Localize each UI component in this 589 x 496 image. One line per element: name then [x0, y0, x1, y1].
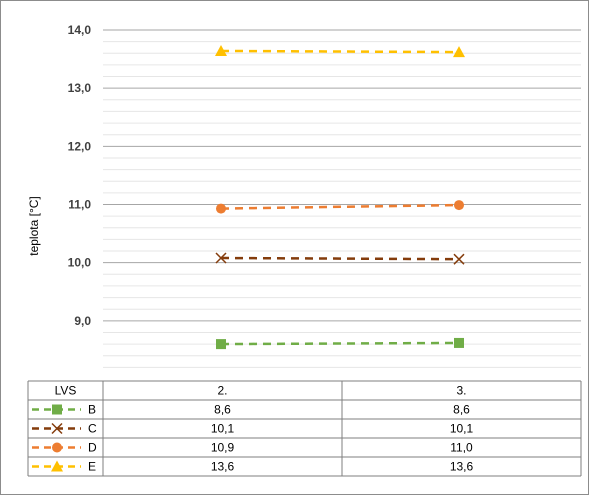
- legend-key-C: [32, 422, 81, 435]
- major-grid: [103, 29, 581, 322]
- data-label: 10,1: [450, 422, 474, 436]
- legend-key-E: [32, 460, 81, 472]
- data-point: [215, 44, 227, 56]
- legend-label: B: [88, 403, 96, 417]
- table-header-label: LVS: [55, 384, 77, 398]
- series-layer: [215, 44, 465, 350]
- legend-label: D: [88, 441, 97, 455]
- data-point: [216, 203, 226, 214]
- category-label: 3.: [456, 384, 466, 398]
- y-axis-ticks: 9,0 10,0 11,0 12,0 13,0 14,0: [68, 23, 92, 328]
- legend-marker: [52, 404, 62, 415]
- legend-marker: [52, 442, 62, 453]
- data-label: 8,6: [214, 403, 231, 417]
- table-row: E 13,6 13,6: [32, 460, 474, 474]
- series-C: [215, 252, 465, 265]
- legend-key-D: [32, 442, 81, 453]
- y-tick-label: 12,0: [68, 139, 92, 153]
- legend-marker: [51, 422, 63, 435]
- series-D: [216, 200, 464, 214]
- legend-label: C: [88, 422, 97, 436]
- data-label: 13,6: [450, 460, 474, 474]
- data-point: [216, 339, 226, 350]
- data-table: LVS 2. 3. B 8,6 8,6 C 10,1 10,1 D 10,9 11,0 E 13,6 13,…: [27, 380, 582, 477]
- data-label: 10,9: [211, 441, 235, 455]
- series-E: [215, 44, 465, 58]
- data-point: [454, 337, 464, 348]
- category-label: 2.: [217, 384, 227, 398]
- data-point: [454, 200, 464, 211]
- y-tick-label: 14,0: [68, 23, 92, 37]
- y-axis-title: teplota [°C]: [27, 196, 41, 256]
- legend-marker: [51, 460, 63, 472]
- data-label: 13,6: [211, 460, 235, 474]
- table-row: D 10,9 11,0: [32, 441, 473, 455]
- data-point: [453, 253, 465, 265]
- series-line-D: [220, 203, 460, 210]
- y-tick-label: 11,0: [68, 198, 91, 212]
- data-point: [453, 46, 465, 58]
- data-label: 11,0: [450, 441, 473, 455]
- legend-label: E: [88, 460, 96, 474]
- table-row: C 10,1 10,1: [32, 422, 474, 436]
- series-line-E: [220, 49, 460, 54]
- y-tick-label: 13,0: [68, 81, 92, 95]
- y-tick-label: 9,0: [74, 314, 91, 328]
- series-line-C: [220, 256, 460, 261]
- y-tick-label: 10,0: [68, 256, 92, 270]
- series-B: [216, 337, 464, 350]
- table-row: B 8,6 8,6: [32, 403, 470, 417]
- legend-key-B: [32, 404, 81, 415]
- data-label: 8,6: [453, 403, 470, 417]
- data-label: 10,1: [211, 422, 235, 436]
- data-point: [215, 252, 227, 264]
- minor-grid: [103, 41, 581, 368]
- series-line-B: [220, 341, 460, 346]
